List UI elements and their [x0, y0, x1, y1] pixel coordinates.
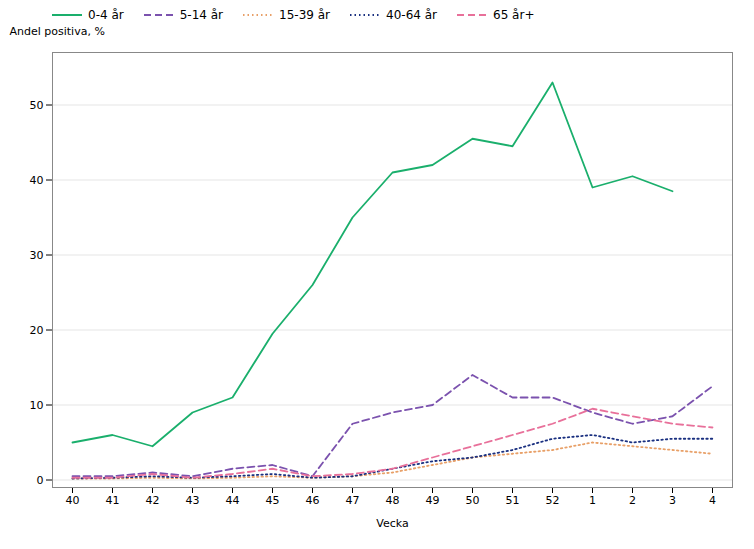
svg-text:1: 1: [589, 494, 596, 507]
svg-text:45: 45: [266, 494, 280, 507]
svg-text:44: 44: [226, 494, 240, 507]
svg-text:3: 3: [669, 494, 676, 507]
svg-text:Vecka: Vecka: [376, 517, 408, 530]
svg-text:20: 20: [30, 324, 44, 337]
svg-text:Andel positiva, %: Andel positiva, %: [10, 25, 105, 38]
svg-text:46: 46: [306, 494, 320, 507]
html-text:0-4 år: 0-4 år: [88, 8, 124, 22]
svg-text:52: 52: [546, 494, 560, 507]
svg-text:40: 40: [30, 174, 44, 187]
svg-text:48: 48: [386, 494, 400, 507]
svg-text:47: 47: [346, 494, 360, 507]
svg-text:30: 30: [30, 249, 44, 262]
svg-text:50: 50: [466, 494, 480, 507]
svg-text:4: 4: [709, 494, 716, 507]
svg-text:49: 49: [426, 494, 440, 507]
svg-text:50: 50: [30, 99, 44, 112]
html-text:5-14 år: 5-14 år: [179, 8, 223, 22]
svg-text:10: 10: [30, 399, 44, 412]
svg-text:51: 51: [506, 494, 520, 507]
svg-text:2: 2: [629, 494, 636, 507]
svg-text:41: 41: [106, 494, 120, 507]
svg-text:40: 40: [66, 494, 80, 507]
svg-text:43: 43: [186, 494, 200, 507]
html-text:40-64 år: 40-64 år: [386, 8, 437, 22]
svg-text:0: 0: [37, 474, 44, 487]
svg-text:42: 42: [146, 494, 160, 507]
html-text:15-39 år: 15-39 år: [279, 8, 330, 22]
html-text:65 år+: 65 år+: [493, 8, 535, 22]
